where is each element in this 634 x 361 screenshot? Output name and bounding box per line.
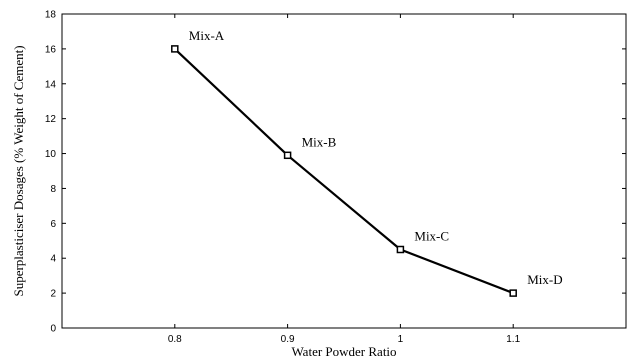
y-tick-label: 10 [45,149,57,160]
data-point-label: Mix-D [527,272,562,287]
data-point-marker [283,151,292,160]
series: Mix-A Mix-B Mix-C Mix-D [171,28,563,297]
x-axis-ticks: 0.8 0.9 1 1.1 [168,14,521,345]
data-point-marker [396,245,405,254]
series-line [174,48,514,295]
x-tick-label: 1 [398,334,404,345]
y-axis-label: Superplasticiser Dosages (% Weight of Ce… [11,45,26,296]
x-tick-label: 1.1 [506,334,520,345]
data-point-label: Mix-A [189,28,225,43]
x-tick-label: 0.9 [281,334,295,345]
x-axis-label: Water Powder Ratio [291,344,396,359]
y-tick-label: 16 [45,44,57,55]
data-point-marker [509,289,517,297]
data-point-marker [171,45,179,53]
y-tick-label: 18 [45,10,57,21]
plot-frame [61,13,627,329]
y-tick-label: 8 [50,184,56,195]
data-point-label: Mix-B [302,134,337,149]
y-tick-label: 6 [50,219,56,230]
y-tick-label: 0 [50,324,56,335]
x-tick-label: 0.8 [168,334,182,345]
y-tick-label: 14 [45,79,57,90]
data-point-label: Mix-C [414,229,449,244]
y-tick-label: 12 [45,114,57,125]
y-tick-label: 4 [50,254,56,265]
y-tick-label: 2 [50,289,56,300]
